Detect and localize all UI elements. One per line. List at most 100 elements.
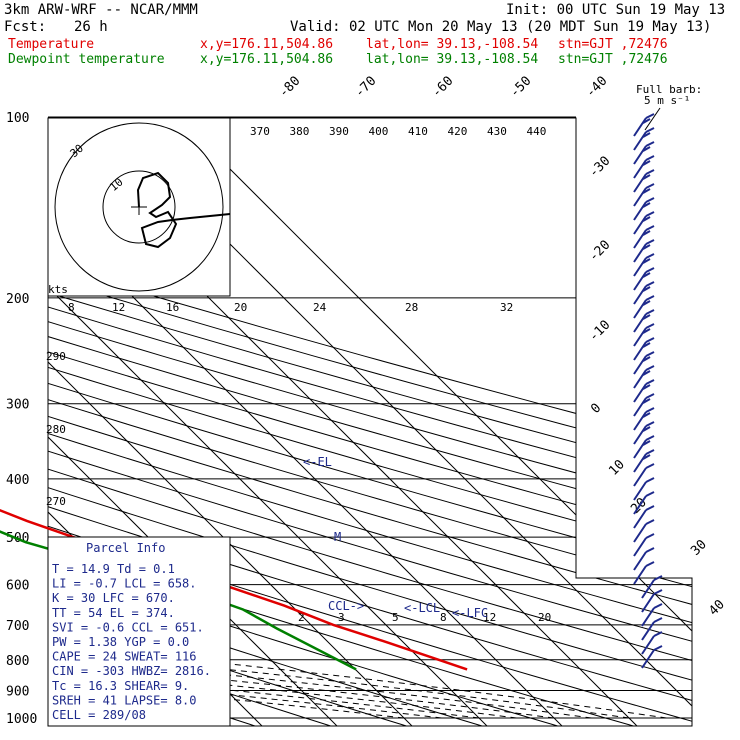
init-time: Init: 00 UTC Sun 19 May 13: [506, 2, 725, 18]
ccl-marker: CCL->: [328, 599, 364, 613]
dry-adiabat-line: [48, 118, 692, 726]
dewpoint-legend-latlon: lat,lon= 39.13,-108.54: [366, 52, 538, 67]
wind-barb: [641, 603, 663, 627]
theta-label: 370: [250, 125, 270, 138]
wind-barb: [641, 617, 663, 641]
dry-adiabat-line: [48, 118, 692, 726]
wind-barb: [633, 491, 655, 515]
wind-barb: [633, 225, 655, 249]
isotherm-label: -70: [352, 74, 379, 101]
forecast-hours: 26 h: [74, 19, 108, 35]
isotherm-line: [48, 118, 568, 726]
wind-barb: [633, 407, 655, 431]
wind-barb: [633, 519, 655, 543]
dry-adiabat-line: [48, 118, 692, 726]
parcel-info-row: LI = -0.7 LCL = 658.: [52, 577, 197, 591]
wind-barb: [633, 309, 655, 333]
isotherm-label: -20: [586, 238, 613, 265]
wind-barb: [633, 379, 655, 403]
isotherm-label: 40: [706, 597, 728, 619]
dry-adiabat-line: [48, 118, 692, 726]
pressure-tick-label: 800: [6, 654, 29, 669]
mixing-ratio-label: 2: [298, 611, 305, 624]
parcel-info-row: Tc = 16.3 SHEAR= 9.: [52, 679, 189, 693]
dry-adiabat-line: [48, 118, 692, 726]
wind-barb: [633, 155, 655, 179]
dry-adiabat-line: [48, 118, 692, 726]
theta-label: 390: [329, 125, 349, 138]
hodograph-trace: [136, 171, 231, 249]
temperature-legend-xy: x,y=176.11,504.86: [200, 37, 333, 52]
wind-barb: [633, 547, 655, 571]
isotherm-label: -40: [583, 74, 610, 101]
wind-barb: [633, 337, 655, 361]
mixing-ratio-label: 20: [538, 611, 551, 624]
hodograph-inset: 30 10 kts: [47, 117, 231, 297]
wind-barb: [633, 449, 655, 473]
wind-barb: [633, 351, 655, 375]
mixing-ratio-label: 12: [483, 611, 496, 624]
pressure-tick-label: 1000: [6, 712, 37, 727]
dry-adiabat-line: [48, 118, 692, 726]
temperature-profile-line: [0, 508, 468, 671]
pressure-tick-label: 400: [6, 473, 29, 488]
isotherm-line: [48, 118, 418, 726]
dry-adiabat-line: [48, 118, 498, 726]
forecast-label: Fcst:: [4, 19, 46, 35]
theta-label: 400: [369, 125, 389, 138]
pressure-tick-label: 700: [6, 619, 29, 634]
theta-label: 430: [487, 125, 507, 138]
isotherm-line: [48, 118, 493, 726]
hodograph-units: kts: [48, 283, 68, 296]
wind-barb: [633, 211, 655, 235]
parcel-info-box: Parcel Info: [47, 536, 231, 727]
wind-barb: [633, 239, 655, 263]
moist-adiabat-line: [48, 297, 630, 719]
pressure-tick-label: 300: [6, 398, 29, 413]
pressure-tick-label: 100: [6, 111, 29, 126]
dry-adiabat-line: [48, 118, 692, 726]
wind-barb: [641, 589, 663, 613]
isotherm-line: [48, 118, 343, 726]
dry-adiabat-line: [48, 118, 692, 726]
parcel-info-row: CIN = -303 HWBZ= 2816.: [52, 664, 211, 678]
isotherm-label: -10: [586, 318, 613, 345]
pressure-tick-label: 600: [6, 579, 29, 594]
theta-label: 280: [46, 423, 66, 436]
theta-label: 290: [46, 350, 66, 363]
wind-barb: [633, 561, 655, 585]
mixing-ratio-label: 20: [234, 301, 247, 314]
mixing-ratio-label: 28: [405, 301, 418, 314]
wind-barb: [633, 113, 655, 137]
m-marker: M: [334, 530, 341, 544]
lfc-marker: <-LFC: [452, 606, 488, 620]
wind-barb: [633, 365, 655, 389]
wind-barb: [633, 267, 655, 291]
moist-adiabat-line: [48, 297, 667, 719]
wind-barb: [633, 393, 655, 417]
temperature-legend-label: Temperature: [8, 37, 94, 52]
dewpoint-legend-stn: stn=GJT ,72476: [558, 52, 668, 67]
mixing-ratio-label: 16: [166, 301, 179, 314]
wind-barb: [641, 575, 663, 599]
pressure-tick-label: 900: [6, 684, 29, 699]
dewpoint-legend-label: Dewpoint temperature: [8, 52, 165, 67]
wind-barb: [641, 645, 663, 669]
parcel-info-row: TT = 54 EL = 374.: [52, 606, 175, 620]
isotherm-label: 0: [588, 401, 604, 417]
dry-adiabat-line: [48, 118, 422, 726]
theta-label: 440: [527, 125, 547, 138]
isotherm-label: -30: [586, 154, 613, 181]
mixing-ratio-label: 24: [313, 301, 327, 314]
isotherm-label: 30: [688, 537, 710, 559]
isotherm-label: 10: [606, 457, 628, 479]
wind-barb: [633, 477, 655, 501]
full-barb-label: Full barb:: [636, 83, 702, 96]
pressure-tick-label: 200: [6, 292, 29, 307]
full-barb-sample: [644, 107, 661, 131]
wind-barb: [633, 295, 655, 319]
wind-barb: [633, 169, 655, 193]
parcel-info-row: SREH = 41 LAPSE= 8.0: [52, 693, 197, 707]
parcel-info-row: SVI = -0.6 CCL = 651.: [52, 620, 204, 634]
